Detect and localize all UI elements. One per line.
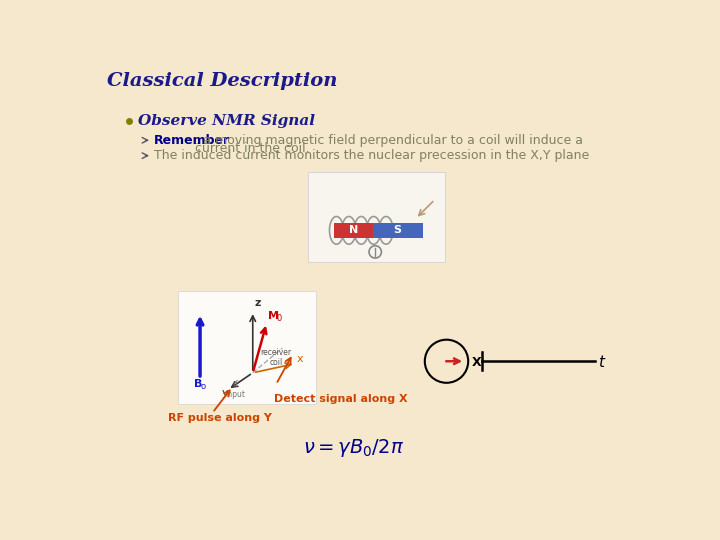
- Text: receiver
coil: receiver coil: [261, 348, 292, 367]
- Text: : a moving magnetic field perpendicular to a coil will induce a: : a moving magnetic field perpendicular …: [194, 134, 582, 147]
- Text: RF pulse along Y: RF pulse along Y: [168, 413, 271, 422]
- Text: x: x: [297, 354, 304, 364]
- Text: Classical Description: Classical Description: [107, 72, 338, 90]
- Text: t: t: [598, 355, 604, 370]
- FancyBboxPatch shape: [179, 291, 315, 404]
- Bar: [373, 222, 423, 238]
- Text: N: N: [349, 225, 358, 235]
- Text: z: z: [254, 298, 261, 308]
- Text: rf
input: rf input: [225, 380, 246, 400]
- Text: Remember: Remember: [154, 134, 230, 147]
- Bar: [334, 222, 373, 238]
- Text: B: B: [194, 379, 202, 389]
- Text: M: M: [269, 311, 279, 321]
- Text: Observe NMR Signal: Observe NMR Signal: [138, 114, 315, 128]
- Text: current in the coil.: current in the coil.: [194, 142, 310, 155]
- FancyBboxPatch shape: [307, 172, 445, 262]
- Text: $\nu = \gamma B_0/2\pi$: $\nu = \gamma B_0/2\pi$: [303, 437, 404, 459]
- Text: X: X: [472, 356, 482, 369]
- Text: S: S: [394, 225, 402, 235]
- Text: Detect signal along X: Detect signal along X: [274, 394, 408, 404]
- Text: o: o: [201, 382, 206, 391]
- Text: The induced current monitors the nuclear precession in the X,Y plane: The induced current monitors the nuclear…: [154, 149, 590, 162]
- Text: 0: 0: [276, 314, 282, 323]
- Text: y: y: [222, 388, 228, 398]
